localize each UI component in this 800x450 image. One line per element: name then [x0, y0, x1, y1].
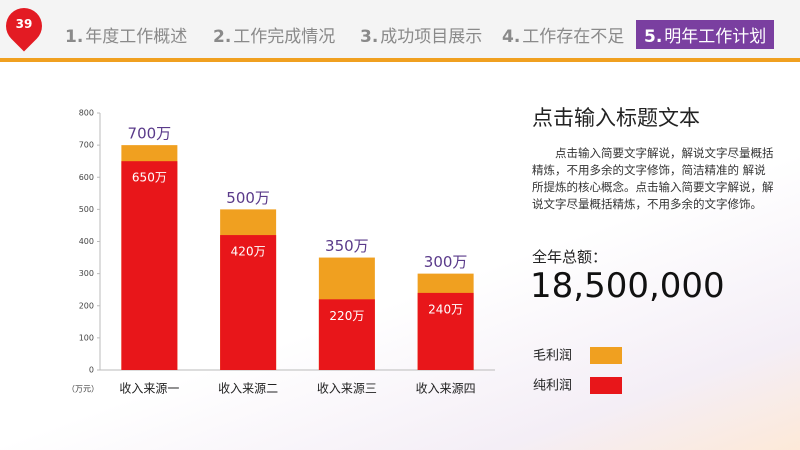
- tab-number: 4.: [502, 27, 521, 47]
- tab-number: 5.: [644, 27, 663, 47]
- value-label: 500万: [226, 189, 270, 207]
- tab-label: 工作完成情况: [233, 27, 336, 47]
- value-label: 240万: [428, 302, 463, 316]
- legend-swatch: [590, 377, 622, 394]
- x-tick-label: 收入来源三: [317, 382, 377, 396]
- y-tick-label: 300: [79, 269, 94, 278]
- tab-label: 工作存在不足: [522, 27, 625, 47]
- legend-swatch: [590, 347, 622, 364]
- tab-label: 年度工作概述: [85, 27, 188, 47]
- y-tick-label: 500: [79, 205, 94, 214]
- nav-tab[interactable]: 5. 明年工作计划: [636, 20, 775, 49]
- y-tick-label: 700: [79, 141, 94, 150]
- bar: [417, 292, 474, 370]
- y-tick-label: 800: [79, 109, 94, 118]
- tab-label: 成功项目展示: [380, 27, 483, 47]
- legend-label: 毛利润: [533, 349, 572, 364]
- y-tick-label: 100: [79, 333, 94, 342]
- x-tick-label: 收入来源四: [416, 382, 476, 396]
- bar: [121, 161, 178, 370]
- y-tick-label: 400: [79, 237, 94, 246]
- y-tick-label: 200: [79, 301, 94, 310]
- tab-label: 明年工作计划: [664, 27, 767, 47]
- tab-number: 1.: [65, 27, 84, 47]
- badge: 39: [15, 17, 33, 31]
- y-tick-label: 0: [89, 366, 94, 375]
- x-tick-label: 收入来源二: [218, 382, 278, 396]
- value-label: 350万: [325, 237, 369, 255]
- value-label: 220万: [329, 309, 364, 323]
- total-value: 18,500,000: [530, 266, 725, 306]
- tab-number: 3.: [360, 27, 379, 47]
- y-tick-label: 600: [79, 173, 94, 182]
- x-tick-label: 收入来源一: [119, 382, 179, 396]
- panel-title: 点击输入标题文本: [532, 106, 700, 130]
- bar: [220, 235, 277, 370]
- nav-tab[interactable]: 1. 年度工作概述: [65, 22, 187, 47]
- panel-body: 点击输入简要文字解说，解说文字尽量概括精炼，不用多余的文字修饰，简洁精准的 解说…: [532, 146, 774, 211]
- legend-label: 纯利润: [533, 379, 572, 394]
- tab-number: 2.: [213, 27, 232, 47]
- value-label: 700万: [128, 125, 172, 143]
- nav-tab[interactable]: 4. 工作存在不足: [502, 22, 624, 47]
- nav-tab[interactable]: 3. 成功项目展示: [360, 22, 482, 47]
- y-unit-label: （万元）: [67, 385, 99, 394]
- nav-tab[interactable]: 2. 工作完成情况: [213, 22, 335, 47]
- value-label: 650万: [132, 171, 167, 185]
- value-label: 420万: [231, 245, 266, 259]
- bar: [318, 299, 375, 370]
- value-label: 300万: [424, 253, 468, 271]
- total-label: 全年总额：: [532, 248, 608, 266]
